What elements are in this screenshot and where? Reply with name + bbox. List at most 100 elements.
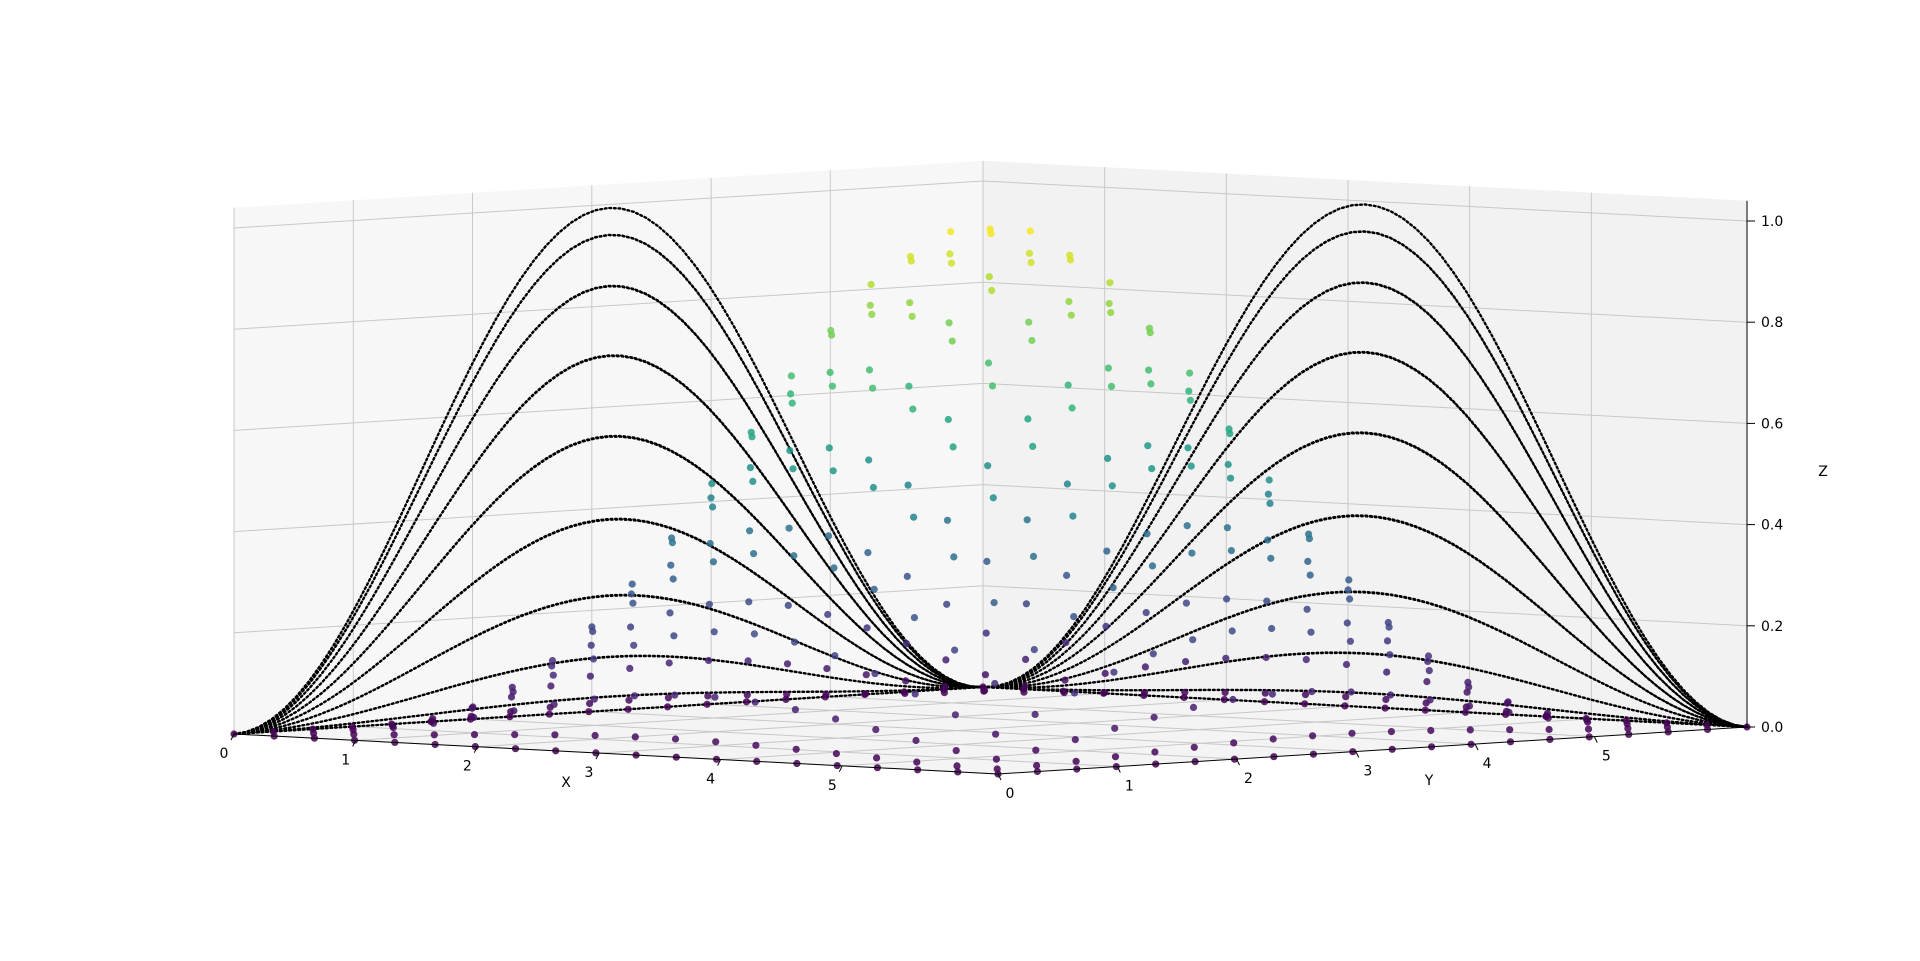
scatter-point [1221,688,1229,697]
scatter-point [1347,688,1355,696]
y-tick-mark [1236,758,1240,766]
scatter-point [984,462,992,470]
scatter-point [902,677,910,685]
scatter-point [905,382,913,390]
scatter-point [1111,753,1120,761]
scatter-point [1545,725,1553,734]
scatter-point [1185,387,1193,395]
scatter-point [869,384,877,392]
scatter-point [1383,668,1391,676]
scatter-point [1027,258,1035,267]
scatter-point [711,693,719,701]
scatter-point [1021,682,1029,690]
scatter-point [911,690,919,698]
scatter-point [589,627,597,636]
scatter-point [943,600,951,608]
scatter-point [1383,637,1392,645]
grid-line-z-right [982,180,1748,222]
scatter-point [1506,726,1514,734]
scatter-point [982,629,990,637]
scatter-point [861,690,870,698]
z-tick-label: 0.2 [1761,619,1783,635]
scatter-point [1186,396,1194,404]
scatter-point [1142,609,1150,617]
projection-curve-yz [981,514,1749,729]
scatter-point [1067,311,1075,319]
scatter-point [1228,627,1236,635]
scatter-point [704,692,712,700]
scatter-point [586,672,595,680]
z-tick-label: 0.0 [1761,720,1783,736]
scatter-point [1265,476,1273,484]
scatter-point [1263,597,1271,605]
scatter-point [829,467,837,475]
scatter-point [946,250,954,258]
scatter-point [1110,668,1118,676]
scatter-point [824,532,833,540]
scatter-point [752,741,760,749]
scatter-point [666,609,674,617]
scatter-point [1105,299,1113,308]
scatter-point [862,671,870,679]
projection-curve-yz [981,431,1749,729]
grid-line-z-left [233,484,984,533]
scatter-point [984,359,993,367]
scatter-point [1624,724,1632,733]
scatter-point [1108,482,1116,490]
scatter-point [630,692,639,700]
scatter-point [1505,708,1513,716]
scatter-point [871,670,879,678]
scatter-point [1029,552,1038,561]
scatter-point [587,641,595,649]
scatter-point [1103,547,1111,555]
scatter-point [832,715,840,723]
scatter-point [1226,430,1234,438]
scatter-point [981,686,989,695]
scatter-point [869,483,878,492]
scatter-point [1070,689,1079,697]
projection-curve-xz [232,434,985,736]
scatter-point [1264,490,1272,498]
scatter-point [389,724,397,732]
scatter-point [712,738,720,746]
scatter-point [1151,748,1159,756]
scatter-point [1584,718,1592,726]
scatter-point [1227,547,1235,555]
scatter-point [1020,688,1028,696]
scatter-point [550,700,558,709]
scatter-point [627,590,636,598]
scatter-point [669,575,677,583]
grid-line-x-floor [598,705,1349,754]
scatter-point [1308,688,1316,696]
scatter-point [1424,652,1433,660]
y-tick-label: 5 [1602,749,1611,765]
scatter-point [943,516,952,524]
scatter-point [1190,743,1198,751]
x-tick-label: 4 [706,772,715,788]
scatter-point [1229,695,1237,704]
scatter-point [1465,702,1474,710]
scatter-point [1427,726,1435,735]
scatter-point [429,719,438,727]
grid-line-y-floor [591,711,1356,752]
scatter-point [945,319,953,327]
scatter-point [1107,382,1116,390]
scatter-point [1425,667,1433,675]
scatter-point [1101,669,1109,678]
scatter-point [1224,460,1232,469]
scatter-point [1150,713,1158,721]
scatter-point [952,747,960,755]
scatter-point [1069,512,1077,520]
scatter-point [586,699,594,708]
projection-curve-yz [981,350,1749,729]
projection-curve-xz [232,284,985,736]
scatter-point [1304,557,1312,566]
grid-line-y-floor [711,703,1476,745]
y-tick-mark [997,773,1002,781]
grid-line-x-floor [842,718,1592,767]
scatter-point [1309,732,1317,740]
projection-curve-xz [232,206,985,736]
scatter-point [547,682,555,690]
scatter-point [1227,474,1235,482]
